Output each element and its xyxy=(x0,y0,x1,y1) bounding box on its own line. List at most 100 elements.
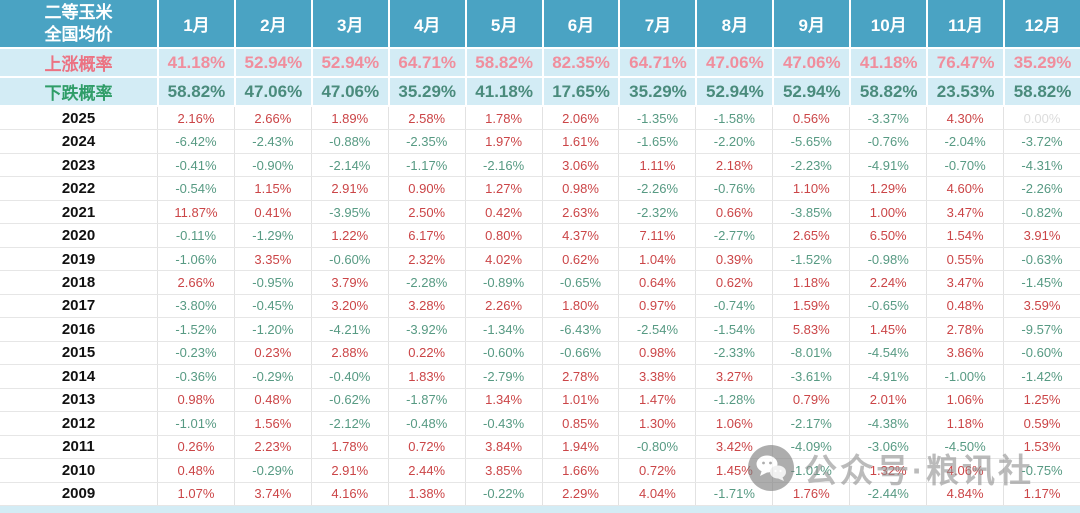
fall-probability-label: 下跌概率 xyxy=(44,84,113,103)
value-cell: -0.23% xyxy=(157,341,234,365)
value-cell: 2.01% xyxy=(849,388,926,412)
value-cell: 0.90% xyxy=(387,177,465,200)
value-cell: 1.29% xyxy=(849,177,926,200)
value-cell: -0.63% xyxy=(1003,247,1080,271)
value-cell: 1.32% xyxy=(849,459,926,482)
value-cell: -0.41% xyxy=(157,153,234,177)
value-cell: 1.11% xyxy=(618,153,695,177)
value-cell: -4.31% xyxy=(1003,153,1080,177)
value-cell: 0.85% xyxy=(541,412,619,435)
value-cell: 0.59% xyxy=(1003,412,1080,435)
year-label: 2015 xyxy=(61,344,96,362)
value-cell: -0.36% xyxy=(157,365,234,388)
value-cell: -2.14% xyxy=(310,153,388,177)
value-cell: -2.44% xyxy=(849,482,926,505)
value-cell: -2.54% xyxy=(618,318,695,341)
month-header-cell: 12月 xyxy=(1003,0,1080,47)
value-cell: 7.11% xyxy=(618,224,695,247)
value-cell: -2.32% xyxy=(618,200,695,224)
value-cell: 1.04% xyxy=(618,247,695,271)
table-row: 2012 -1.01% 1.56% -2.12% -0.48% -0.43% 0.85% 1.… xyxy=(0,412,1080,436)
rise-probability-value: 41.18% xyxy=(157,49,234,76)
value-cell: -3.92% xyxy=(387,318,465,341)
value-cell: -1.65% xyxy=(618,130,695,153)
month-header-cell: 6月 xyxy=(541,0,619,47)
value-cell: -2.77% xyxy=(695,224,772,247)
rise-probability-value: 47.06% xyxy=(695,49,772,76)
value-cell: -4.50% xyxy=(926,435,1003,459)
year-label: 2017 xyxy=(61,297,96,315)
value-cell: 1.38% xyxy=(387,482,465,505)
fall-probability-value: 58.82% xyxy=(157,78,234,105)
rise-probability-value: 47.06% xyxy=(772,49,849,76)
value-cell: 2.16% xyxy=(157,107,234,130)
value-cell: -1.17% xyxy=(387,153,465,177)
value-cell: 2.50% xyxy=(387,200,465,224)
value-cell: 3.74% xyxy=(233,482,311,505)
value-cell: -4.21% xyxy=(310,318,388,341)
value-cell: 2.23% xyxy=(233,435,311,459)
value-cell: 1.06% xyxy=(695,412,772,435)
value-cell: 2.29% xyxy=(541,482,619,505)
table-row: 2010 0.48% -0.29% 2.91% 2.44% 3.85% 1.66% 0.72%… xyxy=(0,459,1080,483)
value-cell: -2.16% xyxy=(464,153,542,177)
year-label: 2012 xyxy=(61,414,96,432)
fall-probability-value: 52.94% xyxy=(695,78,772,105)
value-cell: -0.88% xyxy=(310,130,388,153)
value-cell: -3.37% xyxy=(849,107,926,130)
value-cell: 0.62% xyxy=(695,271,772,294)
table-row: 2009 1.07% 3.74% 4.16% 1.38% -0.22% 2.29% 4.04%… xyxy=(0,482,1080,506)
value-cell: 1.78% xyxy=(464,107,542,130)
fall-probability-row: 下跌概率 58.82% 47.06% 47.06% 35.29% 41.18% 17.65… xyxy=(0,78,1080,105)
value-cell: -1.01% xyxy=(157,412,234,435)
value-cell: -0.66% xyxy=(541,341,619,365)
value-cell: -2.20% xyxy=(695,130,772,153)
value-cell: 3.38% xyxy=(618,365,695,388)
corner-label-line1: 二等玉米 xyxy=(44,3,113,23)
value-cell: -4.38% xyxy=(849,412,926,435)
value-cell: 2.66% xyxy=(157,271,234,294)
value-cell: -3.80% xyxy=(157,294,234,318)
value-cell: 3.42% xyxy=(695,435,772,459)
value-cell: -0.89% xyxy=(464,271,542,294)
value-cell: 4.84% xyxy=(926,482,1003,505)
table-row: 2019 -1.06% 3.35% -0.60% 2.32% 4.02% 0.62% 1.04… xyxy=(0,247,1080,272)
value-cell: 1.76% xyxy=(772,482,849,505)
table-row: 2021 11.87% 0.41% -3.95% 2.50% 0.42% 2.63% -2.3… xyxy=(0,200,1080,225)
value-cell: 6.50% xyxy=(849,224,926,247)
value-cell: -1.52% xyxy=(157,318,234,341)
month-header-cell: 4月 xyxy=(387,0,465,47)
value-cell: 0.48% xyxy=(926,294,1003,318)
rise-probability-value: 52.94% xyxy=(233,49,311,76)
value-cell: -0.11% xyxy=(157,224,234,247)
table-row: 2020 -0.11% -1.29% 1.22% 6.17% 0.80% 4.37% 7.11… xyxy=(0,224,1080,248)
month-header-cell: 3月 xyxy=(310,0,388,47)
table-row: 2015 -0.23% 0.23% 2.88% 0.22% -0.60% -0.66% 0.9… xyxy=(0,341,1080,366)
value-cell: 4.04% xyxy=(618,482,695,505)
value-cell: -1.58% xyxy=(695,107,772,130)
value-cell: -2.43% xyxy=(233,130,311,153)
value-cell: -1.29% xyxy=(233,224,311,247)
month-header-cell: 7月 xyxy=(618,0,695,47)
value-cell: 0.64% xyxy=(618,271,695,294)
value-cell: -0.22% xyxy=(464,482,542,505)
fall-probability-value: 58.82% xyxy=(849,78,926,105)
value-cell: -0.98% xyxy=(849,247,926,271)
value-cell: -2.28% xyxy=(387,271,465,294)
value-cell: -2.35% xyxy=(387,130,465,153)
fall-probability-value: 23.53% xyxy=(926,78,1003,105)
value-cell: 2.44% xyxy=(387,459,465,482)
value-cell: 3.47% xyxy=(926,271,1003,294)
value-cell: -2.04% xyxy=(926,130,1003,153)
value-cell: 1.54% xyxy=(926,224,1003,247)
value-cell: 1.17% xyxy=(1003,482,1080,505)
value-cell: 2.18% xyxy=(695,153,772,177)
value-cell: -4.91% xyxy=(849,153,926,177)
month-header-cell: 8月 xyxy=(695,0,772,47)
value-cell: 2.26% xyxy=(464,294,542,318)
month-header-cell: 11月 xyxy=(926,0,1003,47)
value-cell: -2.23% xyxy=(772,153,849,177)
value-cell: -3.95% xyxy=(310,200,388,224)
value-cell: 0.98% xyxy=(541,177,619,200)
value-cell: 1.22% xyxy=(310,224,388,247)
